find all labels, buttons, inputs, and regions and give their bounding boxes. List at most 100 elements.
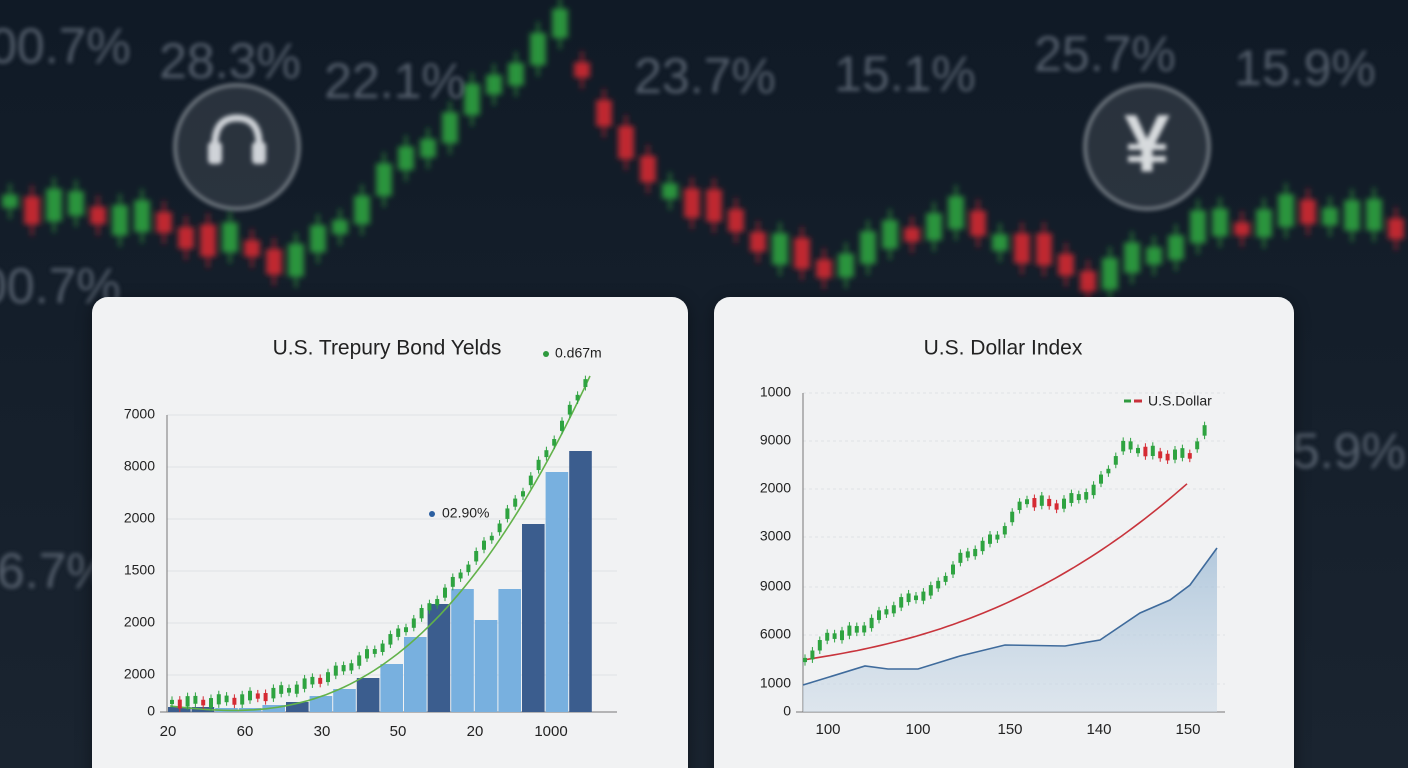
icon-right: ¥ <box>1083 83 1211 211</box>
x-axis-label: 20 <box>467 723 484 740</box>
candle-body <box>869 617 874 629</box>
candle-body <box>596 99 612 127</box>
candle-body <box>728 209 744 232</box>
candle-body <box>294 684 299 694</box>
candle-body <box>1102 257 1118 290</box>
candle-body <box>560 420 564 431</box>
candle-body <box>906 593 911 603</box>
bar <box>522 524 545 712</box>
candle-body <box>921 591 926 601</box>
icon-ring <box>1083 83 1211 211</box>
candle-body <box>943 575 948 582</box>
candle-body <box>1014 233 1030 264</box>
bar <box>333 689 356 712</box>
candle-body <box>255 693 260 699</box>
candle-body <box>1322 207 1338 226</box>
y-axis-label: 2000 <box>124 614 155 630</box>
candle-body <box>1124 242 1140 273</box>
candle-body <box>318 677 323 684</box>
background-label: 00.7% <box>0 18 131 74</box>
legend-dot <box>543 351 549 357</box>
candle-body <box>706 189 722 222</box>
candle-body <box>1278 194 1294 228</box>
y-axis-label: 2000 <box>124 666 155 682</box>
candle-body <box>398 146 414 171</box>
y-axis-label: 1000 <box>760 384 791 400</box>
candle-body <box>928 585 933 596</box>
candle-body <box>1234 222 1250 236</box>
annotation: 02.90% <box>442 505 489 521</box>
background-label: 23.7% <box>634 48 776 104</box>
bar <box>474 620 498 712</box>
y-axis-label: 0 <box>147 703 155 719</box>
area-line <box>802 547 1218 686</box>
legend-label: 0.d67m <box>555 345 602 361</box>
candle-body <box>332 219 348 235</box>
bar <box>380 664 403 712</box>
candle-body <box>1150 445 1155 457</box>
candle-body <box>156 212 172 233</box>
candle-body <box>302 678 307 689</box>
candle-body <box>1212 208 1228 237</box>
background-chart <box>2 0 1404 303</box>
candle-body <box>882 220 898 249</box>
candle-body <box>326 672 330 683</box>
candle-body <box>357 655 362 666</box>
candle-body <box>333 665 338 676</box>
candle-body <box>904 227 920 242</box>
x-axis-label: 30 <box>314 723 331 740</box>
candle-body <box>684 188 700 218</box>
area <box>803 548 1217 712</box>
candle-body <box>216 694 221 705</box>
card-title: U.S. Dollar Index <box>924 337 1083 360</box>
candle-body <box>1002 526 1007 535</box>
annotation-dot <box>429 511 435 517</box>
candle-body <box>1180 448 1185 458</box>
candle-body <box>1036 233 1052 266</box>
background-label: 15.9% <box>1234 40 1376 96</box>
candle-body <box>1136 447 1140 454</box>
candle-body <box>544 450 549 458</box>
x-axis-label: 60 <box>237 723 254 740</box>
x-axis-label: 100 <box>815 721 840 738</box>
y-axis-label: 9000 <box>760 578 791 594</box>
legend-label: U.S.Dollar <box>1148 393 1212 409</box>
candle-body <box>1256 209 1272 238</box>
candle-body <box>177 699 182 709</box>
candle-body <box>1047 498 1052 507</box>
candle-body <box>794 237 810 269</box>
candle-body <box>1173 449 1177 460</box>
background-label: 28.3% <box>159 33 301 89</box>
y-axis-label: 9000 <box>760 432 791 448</box>
x-axis-label: 140 <box>1086 721 1111 738</box>
candle-body <box>891 605 896 614</box>
candle-body <box>443 587 447 598</box>
candle-body <box>995 534 1000 540</box>
candle-body <box>958 552 963 563</box>
candle-body <box>404 627 408 633</box>
candle-body <box>1128 441 1133 450</box>
trend-line <box>169 375 591 712</box>
candle-body <box>552 8 568 39</box>
candle-body <box>1344 200 1360 231</box>
candle-body <box>411 618 416 628</box>
bar <box>404 637 427 712</box>
candle-body <box>662 183 678 199</box>
x-axis-label: 100 <box>905 721 930 738</box>
candle-body <box>1084 492 1089 500</box>
candle-body <box>1069 493 1074 503</box>
candle-body <box>965 551 970 558</box>
candle-body <box>575 394 580 401</box>
candle-body <box>419 607 424 619</box>
candle-body <box>24 196 40 225</box>
candle-body <box>1010 511 1015 523</box>
y-axis-label: 8000 <box>124 458 155 474</box>
dollar-chart: 1000 9000 2000 3000 9000 6000 1000 0 100 100 150 14… <box>760 384 1225 738</box>
candle-body <box>193 695 198 704</box>
candle-body <box>310 676 315 685</box>
candle-body <box>341 665 346 672</box>
candle-body <box>640 155 656 183</box>
candle-body <box>427 603 432 611</box>
bar <box>451 589 474 712</box>
